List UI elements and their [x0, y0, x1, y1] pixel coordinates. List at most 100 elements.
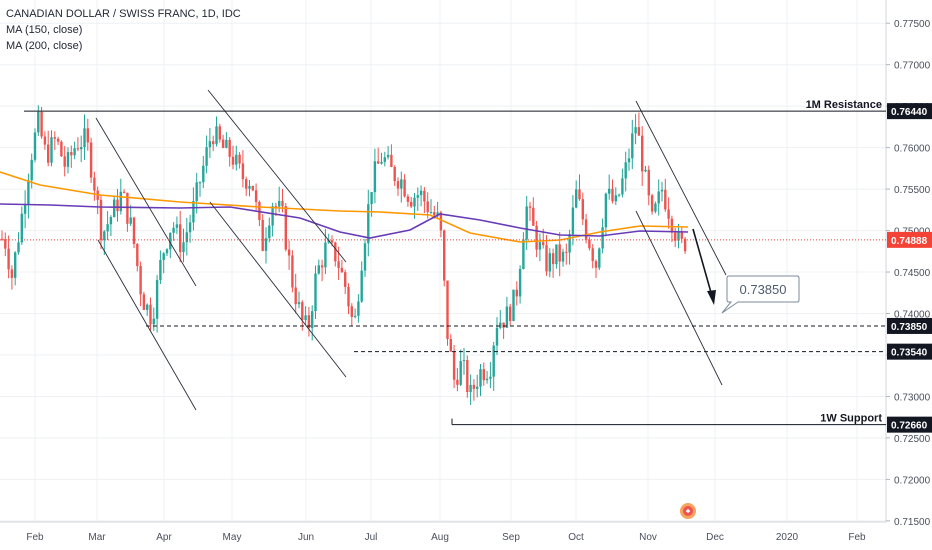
candle-down — [60, 140, 63, 157]
candle-body — [575, 189, 578, 208]
candle-body — [584, 219, 588, 240]
candle-up — [644, 165, 647, 173]
candle-body — [20, 213, 23, 243]
trend-line — [207, 89, 347, 263]
candle-body — [594, 261, 598, 268]
candle-body — [327, 240, 330, 243]
projection-arrow-shaft — [692, 228, 713, 297]
candle-up — [146, 303, 149, 316]
candle-body — [192, 201, 195, 223]
candle-up — [380, 152, 383, 165]
candle-up — [268, 217, 271, 243]
ma150-legend: MA (150, close) — [6, 24, 83, 36]
time-tick-label: Sep — [502, 532, 520, 543]
candle-body — [129, 217, 132, 224]
candle-up — [106, 211, 109, 241]
candle-down — [558, 232, 561, 277]
candle-body — [363, 243, 367, 271]
candle-up — [416, 187, 419, 212]
candle-body — [518, 268, 522, 297]
trend-line — [97, 239, 197, 411]
candle-body — [185, 232, 188, 243]
candle-body — [571, 207, 575, 235]
candle-up — [205, 135, 208, 174]
candle-body — [664, 189, 667, 210]
candle-body — [436, 212, 439, 216]
candle-down — [647, 165, 650, 206]
candle-body — [73, 148, 76, 156]
projection-arrow-head — [707, 290, 716, 305]
candle-down — [528, 201, 532, 221]
candle-body — [403, 179, 406, 197]
candle-body — [410, 201, 413, 207]
candle-up — [73, 141, 76, 160]
price-tick-label: 0.74500 — [894, 268, 931, 279]
candle-body — [155, 279, 159, 319]
current-price-tag: 0.74888 — [887, 231, 932, 248]
candle-body — [23, 204, 27, 214]
candle-body — [492, 345, 495, 377]
candle-down — [439, 210, 443, 238]
candle-body — [159, 260, 162, 280]
candle-body — [367, 204, 370, 244]
candle-body — [502, 322, 505, 328]
candle-down — [502, 322, 505, 339]
candle-body — [650, 195, 654, 212]
candle-body — [93, 177, 96, 191]
price-tag-bg — [887, 317, 932, 334]
candle-body — [198, 182, 202, 184]
candle-down — [377, 147, 380, 164]
price-tag-bg — [887, 103, 932, 120]
candle-down — [532, 197, 535, 226]
candle-body — [380, 161, 383, 164]
candle-up — [419, 185, 423, 207]
candle-down — [466, 355, 469, 398]
candle-body — [205, 147, 208, 166]
time-tick-label: Aug — [431, 532, 449, 543]
candle-down — [93, 171, 96, 201]
candle-body — [386, 154, 390, 158]
price-tag-bg — [887, 343, 932, 360]
candle-body — [627, 158, 631, 163]
candle-body — [307, 315, 311, 329]
ma150-line — [0, 171, 689, 243]
candle-down — [581, 192, 584, 226]
candle-up — [195, 172, 198, 214]
candle-body — [347, 286, 350, 307]
candle-down — [584, 214, 588, 244]
gridlines — [0, 0, 886, 522]
candle-body — [644, 169, 647, 172]
candle-body — [657, 191, 660, 204]
candle-up — [14, 251, 17, 286]
candle-body — [423, 190, 426, 202]
candle-body — [568, 234, 571, 253]
candle-up — [462, 348, 466, 375]
price-tick-label: 0.74000 — [894, 310, 931, 321]
candle-body — [188, 222, 192, 233]
candle-down — [449, 334, 452, 352]
candle-body — [538, 242, 542, 250]
candle-up — [297, 291, 301, 309]
candle-down — [142, 291, 146, 310]
candle-body — [561, 251, 565, 262]
candle-body — [406, 196, 410, 202]
candle-down — [294, 273, 297, 314]
candle-up — [370, 192, 373, 217]
price-tick-label: 0.73000 — [894, 392, 931, 403]
time-axis-labels: Feb Mar Apr May Jun Jul Aug Sep Oct Nov Dec 2020 Feb — [26, 532, 866, 543]
time-tick-label: Feb — [26, 532, 44, 543]
candle-body — [251, 185, 254, 191]
candle-up — [383, 151, 386, 167]
candle-down — [53, 131, 56, 151]
candle-up — [429, 199, 433, 214]
candle-down — [637, 112, 641, 136]
candle-body — [674, 232, 677, 241]
candle-body — [641, 135, 644, 172]
price-tick-label: 0.77500 — [894, 19, 931, 30]
candle-down — [594, 259, 598, 278]
candle-up — [311, 305, 314, 341]
candle-body — [254, 190, 258, 202]
candle-up — [182, 228, 185, 263]
